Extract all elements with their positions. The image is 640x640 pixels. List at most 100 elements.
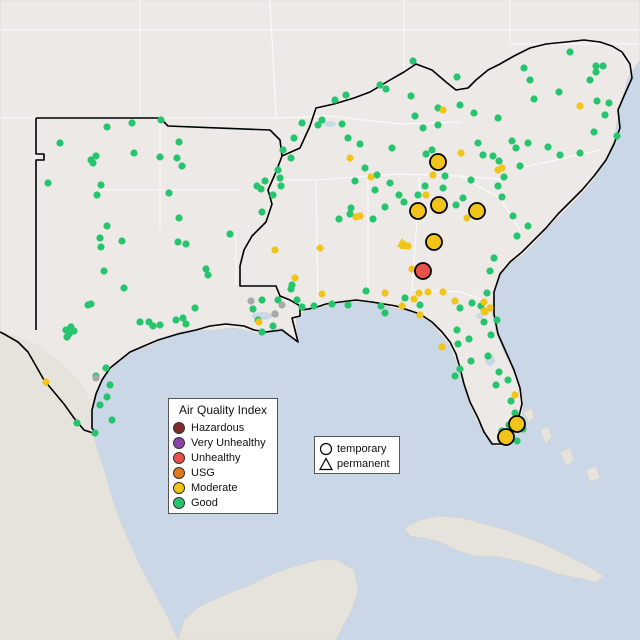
monitor-dot-good[interactable] [62, 326, 70, 334]
monitor-dot-good[interactable] [92, 152, 100, 160]
monitor-dot-good[interactable] [489, 152, 497, 160]
monitor-dot-good[interactable] [335, 215, 343, 223]
monitor-dot-good[interactable] [459, 194, 467, 202]
monitor-dot-good[interactable] [331, 96, 339, 104]
monitor-dot-good[interactable] [258, 328, 266, 336]
monitor-dot-good[interactable] [544, 143, 552, 151]
monitor-dot-good[interactable] [182, 320, 190, 328]
monitor-dot-good[interactable] [511, 409, 519, 417]
monitor-dot-good[interactable] [526, 76, 534, 84]
monitor-dot-good[interactable] [605, 99, 613, 107]
monitor-marker-large-4[interactable] [468, 202, 486, 220]
monitor-dot-good[interactable] [165, 189, 173, 197]
monitor-dot-good[interactable] [288, 281, 296, 289]
monitor-dot-good[interactable] [456, 365, 464, 373]
monitor-dot-good[interactable] [483, 289, 491, 297]
monitor-dot-good[interactable] [179, 314, 187, 322]
monitor-dot-moderate[interactable] [381, 289, 389, 297]
monitor-dot-moderate[interactable] [457, 149, 465, 157]
monitor-dot-good[interactable] [419, 124, 427, 132]
monitor-dot-good[interactable] [416, 301, 424, 309]
monitor-dot-moderate[interactable] [367, 173, 375, 181]
monitor-dot-good[interactable] [118, 237, 126, 245]
monitor-dot-moderate[interactable] [480, 298, 488, 306]
monitor-dot-good[interactable] [149, 322, 157, 330]
monitor-dot-good[interactable] [362, 287, 370, 295]
monitor-dot-moderate[interactable] [451, 297, 459, 305]
monitor-dot-good[interactable] [516, 162, 524, 170]
monitor-dot-good[interactable] [490, 254, 498, 262]
monitor-dot-good[interactable] [202, 265, 210, 273]
monitor-dot-good[interactable] [498, 193, 506, 201]
monitor-dot-good[interactable] [128, 119, 136, 127]
monitor-dot-good[interactable] [96, 234, 104, 242]
monitor-dot-moderate[interactable] [291, 274, 299, 282]
monitor-dot-good[interactable] [439, 184, 447, 192]
monitor-dot-good[interactable] [530, 95, 538, 103]
monitor-dot-good[interactable] [87, 156, 95, 164]
monitor-dot-good[interactable] [467, 176, 475, 184]
monitor-dot-good[interactable] [479, 151, 487, 159]
monitor-dot-good[interactable] [310, 302, 318, 310]
monitor-dot-moderate[interactable] [481, 308, 489, 316]
monitor-dot-no-data[interactable] [278, 301, 286, 309]
monitor-dot-moderate[interactable] [438, 343, 446, 351]
monitor-dot-good[interactable] [470, 109, 478, 117]
monitor-dot-good[interactable] [592, 68, 600, 76]
monitor-marker-large-5[interactable] [425, 233, 443, 251]
monitor-dot-no-data[interactable] [92, 374, 100, 382]
monitor-dot-good[interactable] [269, 191, 277, 199]
monitor-dot-moderate[interactable] [415, 289, 423, 297]
monitor-dot-good[interactable] [293, 296, 301, 304]
monitor-dot-good[interactable] [314, 121, 322, 129]
monitor-dot-good[interactable] [102, 364, 110, 372]
monitor-dot-good[interactable] [269, 322, 277, 330]
monitor-marker-large-8[interactable] [508, 415, 526, 433]
monitor-dot-good[interactable] [84, 301, 92, 309]
monitor-dot-good[interactable] [414, 191, 422, 199]
monitor-dot-good[interactable] [513, 232, 521, 240]
monitor-dot-good[interactable] [613, 132, 621, 140]
monitor-dot-good[interactable] [178, 162, 186, 170]
monitor-dot-good[interactable] [346, 210, 354, 218]
monitor-dot-moderate[interactable] [439, 288, 447, 296]
monitor-dot-good[interactable] [494, 114, 502, 122]
monitor-dot-good[interactable] [520, 64, 528, 72]
monitor-dot-good[interactable] [287, 154, 295, 162]
monitor-dot-good[interactable] [63, 333, 71, 341]
monitor-dot-good[interactable] [407, 92, 415, 100]
monitor-dot-good[interactable] [382, 85, 390, 93]
monitor-dot-good[interactable] [103, 222, 111, 230]
monitor-dot-good[interactable] [386, 179, 394, 187]
monitor-dot-good[interactable] [474, 139, 482, 147]
monitor-dot-good[interactable] [524, 139, 532, 147]
monitor-dot-moderate[interactable] [463, 214, 471, 222]
monitor-dot-good[interactable] [468, 299, 476, 307]
monitor-dot-good[interactable] [318, 116, 326, 124]
monitor-dot-good[interactable] [106, 381, 114, 389]
monitor-triangle-moderate[interactable] [397, 238, 407, 247]
monitor-dot-good[interactable] [453, 73, 461, 81]
monitor-dot-moderate[interactable] [486, 304, 494, 312]
monitor-dot-good[interactable] [361, 164, 369, 172]
monitor-dot-good[interactable] [204, 271, 212, 279]
monitor-dot-good[interactable] [73, 419, 81, 427]
monitor-dot-good[interactable] [411, 112, 419, 120]
monitor-dot-good[interactable] [298, 119, 306, 127]
monitor-dot-good[interactable] [56, 139, 64, 147]
monitor-dot-good[interactable] [576, 149, 584, 157]
monitor-dot-good[interactable] [175, 214, 183, 222]
monitor-dot-good[interactable] [593, 97, 601, 105]
monitor-dot-good[interactable] [495, 368, 503, 376]
monitor-dot-good[interactable] [493, 316, 501, 324]
monitor-dot-moderate[interactable] [255, 318, 263, 326]
monitor-dot-good[interactable] [328, 300, 336, 308]
monitor-dot-moderate[interactable] [422, 191, 430, 199]
monitor-dot-good[interactable] [388, 144, 396, 152]
monitor-dot-good[interactable] [452, 201, 460, 209]
monitor-dot-good[interactable] [103, 123, 111, 131]
monitor-dot-good[interactable] [342, 91, 350, 99]
monitor-dot-good[interactable] [422, 150, 430, 158]
monitor-dot-good[interactable] [599, 62, 607, 70]
monitor-dot-good[interactable] [274, 296, 282, 304]
